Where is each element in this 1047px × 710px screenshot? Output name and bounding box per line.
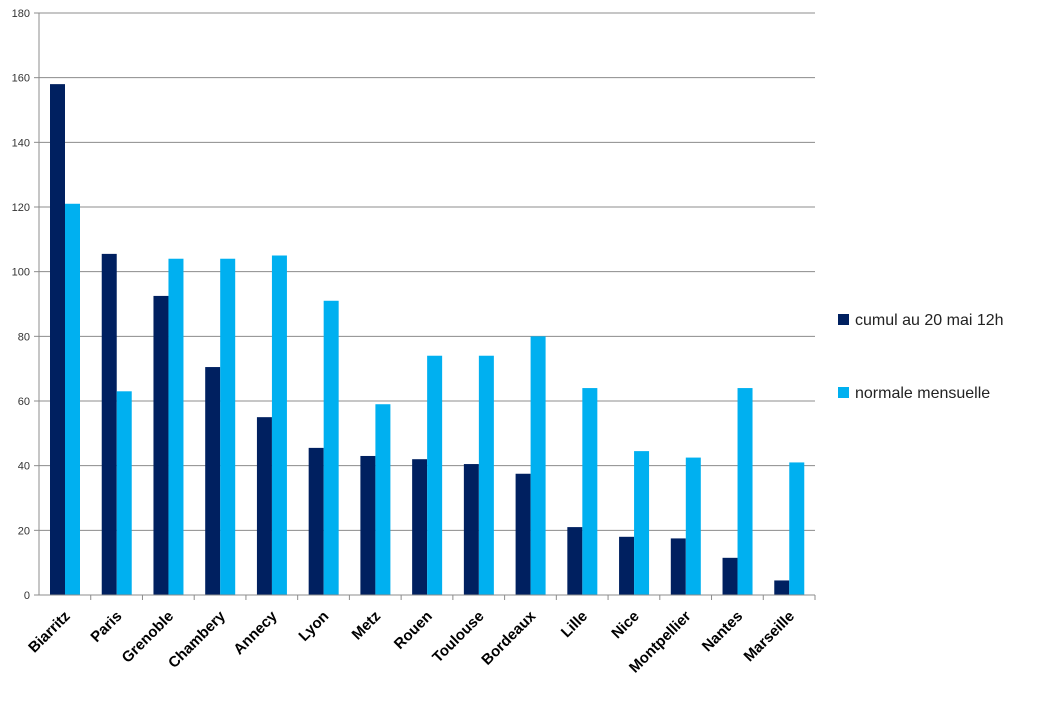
bar-normale: [478, 355, 494, 595]
x-category-label: Paris: [87, 608, 125, 646]
y-tick-label: 120: [12, 202, 30, 214]
legend-swatch: [838, 314, 849, 325]
y-tick-label: 60: [18, 396, 30, 408]
bar-normale: [530, 336, 546, 595]
bar-cumul: [101, 253, 117, 595]
bar-normale: [427, 355, 443, 595]
bar-normale: [737, 388, 753, 595]
bar-cumul: [205, 367, 221, 595]
y-tick-label: 180: [12, 8, 30, 20]
bar-cumul: [619, 536, 635, 595]
bars: [50, 84, 805, 595]
bar-cumul: [153, 295, 169, 595]
x-category-label: Lyon: [295, 608, 332, 645]
bar-cumul: [670, 538, 686, 595]
bar-cumul: [567, 527, 583, 595]
bar-cumul: [256, 417, 272, 595]
x-category-label: Metz: [348, 608, 384, 644]
bar-normale: [116, 391, 132, 595]
x-category-label: Chambery: [165, 607, 229, 671]
y-tick-label: 20: [18, 525, 30, 537]
bar-normale: [789, 462, 805, 595]
axes: [38, 13, 816, 600]
legend-swatch: [838, 387, 849, 398]
bar-normale: [634, 451, 650, 595]
legend: cumul au 20 mai 12h normale mensuelle: [838, 312, 1004, 402]
bar-cumul: [308, 447, 324, 595]
x-category-label: Annecy: [230, 607, 281, 658]
y-tick-label: 140: [12, 137, 30, 149]
bar-normale: [168, 258, 184, 595]
bar-cumul: [360, 455, 376, 595]
y-tick-label: 0: [24, 590, 30, 602]
x-category-label: Lille: [558, 608, 591, 641]
y-tick-label: 40: [18, 461, 30, 473]
y-axis-ticks: 0 20 40 60 80 100 120 140 160 180: [12, 8, 39, 602]
bar-normale: [375, 404, 391, 595]
bar-cumul: [515, 473, 531, 595]
bar-normale: [220, 258, 236, 595]
bar-normale: [582, 388, 598, 595]
x-category-label: Bordeaux: [478, 607, 539, 668]
bar-normale: [685, 457, 701, 595]
x-category-label: Nantes: [699, 608, 746, 655]
y-tick-label: 100: [12, 267, 30, 279]
y-tick-label: 80: [18, 331, 30, 343]
bar-normale: [65, 203, 80, 595]
bar-cumul: [463, 464, 479, 595]
x-category-label: Marseille: [741, 608, 798, 665]
bar-cumul: [412, 459, 428, 595]
x-category-label: Rouen: [391, 608, 436, 653]
bar-cumul: [722, 557, 738, 595]
x-category-label: Biarritz: [25, 608, 74, 657]
x-category-label: Nice: [608, 608, 642, 642]
legend-label: cumul au 20 mai 12h: [855, 312, 1004, 329]
bar-normale: [271, 255, 287, 595]
legend-label: normale mensuelle: [855, 385, 990, 402]
bar-cumul: [50, 84, 65, 595]
bar-cumul: [774, 580, 790, 595]
y-tick-label: 160: [12, 73, 30, 85]
bar-normale: [323, 300, 339, 595]
